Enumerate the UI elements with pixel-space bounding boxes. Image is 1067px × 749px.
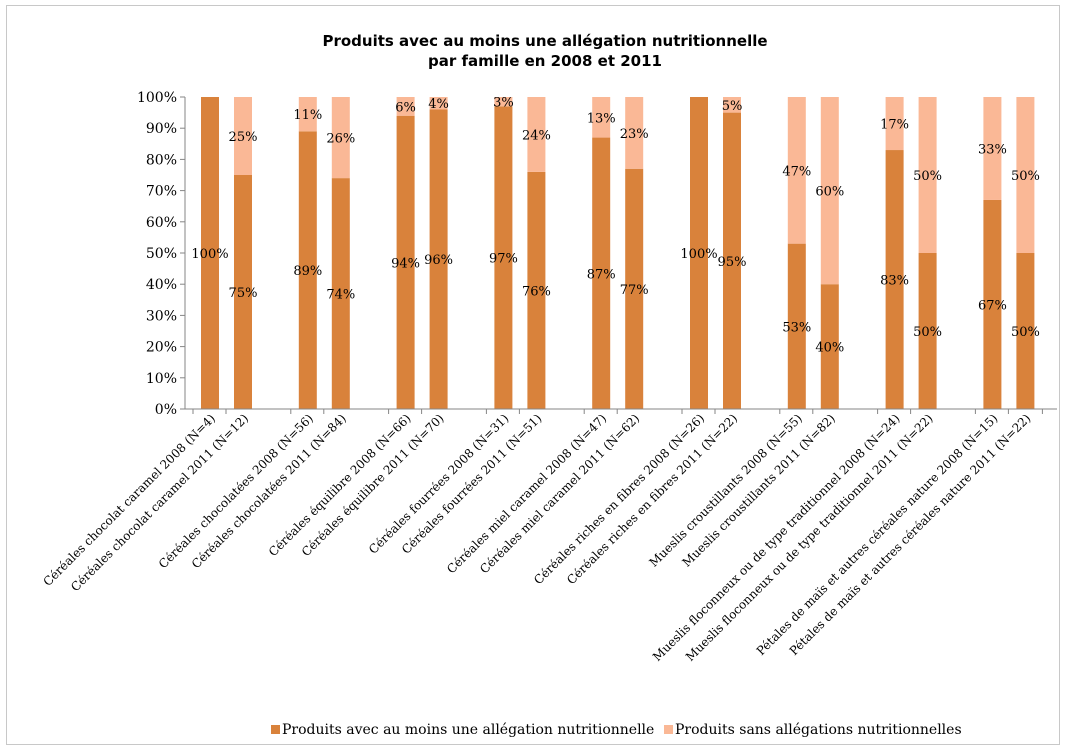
- y-tick-label: 60%: [146, 215, 177, 231]
- data-label-without-claim: 50%: [913, 169, 942, 184]
- bar-with-claim: [983, 199, 1002, 409]
- bar-with-claim: [787, 243, 806, 409]
- legend-swatch-with-claim: [271, 725, 280, 734]
- bar-without-claim: [527, 97, 546, 172]
- bar-without-claim: [983, 97, 1002, 200]
- data-label-with-claim: 67%: [978, 298, 1007, 313]
- data-label-without-claim: 23%: [620, 127, 649, 142]
- bar-without-claim: [298, 97, 317, 132]
- bar-with-claim: [298, 131, 317, 409]
- bar-with-claim: [723, 112, 741, 409]
- data-label-with-claim: 100%: [680, 247, 717, 262]
- y-tick-label: 30%: [146, 308, 177, 324]
- y-tick-label: 50%: [146, 246, 177, 262]
- data-label-with-claim: 74%: [326, 288, 355, 303]
- data-label-without-claim: 5%: [722, 99, 743, 114]
- bar-with-claim: [234, 175, 252, 409]
- y-tick-label: 70%: [146, 184, 177, 200]
- bar-without-claim: [723, 97, 741, 113]
- chart-title-line2: par famille en 2008 et 2011: [428, 52, 662, 70]
- bar-without-claim: [234, 97, 252, 175]
- data-label-without-claim: 4%: [428, 97, 449, 112]
- bar-without-claim: [592, 97, 611, 138]
- bar-with-claim: [820, 284, 839, 409]
- y-axis: 0% 10% 20% 30% 40% 50% 60% 70% 80% 90% 100%: [137, 90, 186, 418]
- x-category-label: Pétales de maïs et autres céréales natur…: [787, 411, 1034, 658]
- data-label-without-claim: 13%: [587, 111, 616, 126]
- data-label-with-claim: 76%: [522, 284, 551, 299]
- legend-label-without-claim: Produits sans allégations nutritionnelle…: [675, 722, 962, 738]
- data-label-without-claim: 33%: [978, 142, 1007, 157]
- y-tick-label: 0%: [155, 402, 177, 418]
- legend: Produits avec au moins une allégation nu…: [271, 722, 962, 738]
- bar-with-claim: [592, 137, 611, 409]
- bar-with-claim: [625, 168, 644, 409]
- data-label-with-claim: 97%: [489, 252, 518, 267]
- y-tick-label: 90%: [146, 121, 177, 137]
- bar-without-claim: [787, 97, 806, 244]
- data-label-without-claim: 60%: [815, 185, 844, 200]
- bar-with-claim: [429, 109, 448, 409]
- bar-without-claim: [820, 97, 839, 285]
- y-tick-label: 20%: [146, 340, 177, 356]
- bar-without-claim: [494, 97, 513, 107]
- y-tick-label: 10%: [146, 371, 177, 387]
- y-tick-label: 40%: [146, 277, 177, 293]
- bar-with-claim: [396, 115, 415, 409]
- data-label-with-claim: 89%: [293, 264, 322, 279]
- bar-with-claim: [690, 97, 708, 409]
- bar-without-claim: [396, 97, 415, 116]
- data-label-without-claim: 24%: [522, 128, 551, 143]
- data-label-without-claim: 17%: [880, 118, 909, 133]
- bar-without-claim: [429, 97, 448, 110]
- data-label-with-claim: 87%: [587, 267, 616, 282]
- data-label-with-claim: 40%: [815, 341, 844, 356]
- data-label-without-claim: 26%: [326, 132, 355, 147]
- bar-with-claim: [527, 171, 546, 409]
- data-label-with-claim: 53%: [782, 320, 811, 335]
- data-label-without-claim: 47%: [782, 164, 811, 179]
- bar-without-claim: [331, 97, 350, 179]
- data-label-with-claim: 50%: [1011, 325, 1040, 340]
- data-label-with-claim: 75%: [229, 286, 258, 301]
- bar-without-claim: [918, 97, 937, 253]
- data-label-with-claim: 77%: [620, 283, 649, 298]
- data-label-without-claim: 25%: [229, 130, 258, 145]
- y-tick-label: 80%: [146, 152, 177, 168]
- bar-with-claim: [201, 97, 219, 409]
- legend-swatch-without-claim: [664, 725, 673, 734]
- x-axis: Céréales chocolat caramel 2008 (N=4)Céré…: [40, 408, 1057, 664]
- data-label-with-claim: 100%: [191, 247, 228, 262]
- data-label-with-claim: 96%: [424, 253, 453, 268]
- chart-title-line1: Produits avec au moins une allégation nu…: [322, 32, 767, 50]
- data-label-with-claim: 94%: [391, 256, 420, 271]
- bar-with-claim: [494, 106, 513, 410]
- y-tick-label: 100%: [137, 90, 177, 106]
- data-label-with-claim: 95%: [718, 255, 747, 270]
- data-label-without-claim: 3%: [493, 96, 514, 111]
- bar-with-claim: [331, 178, 350, 409]
- data-label-without-claim: 11%: [293, 108, 322, 123]
- bars-group: 100% 75% 25% 89% 11% 74% 26% 94% 6% 96% 4% 97% 3% 76%…: [191, 96, 1040, 410]
- bar-without-claim: [885, 97, 904, 151]
- data-label-without-claim: 6%: [395, 100, 416, 115]
- bar-without-claim: [1016, 97, 1035, 253]
- data-label-without-claim: 50%: [1011, 169, 1040, 184]
- data-label-with-claim: 83%: [880, 274, 909, 289]
- chart-frame: [6, 5, 1060, 745]
- legend-label-with-claim: Produits avec au moins une allégation nu…: [282, 722, 654, 738]
- bar-with-claim: [885, 150, 904, 410]
- bar-with-claim: [918, 253, 937, 409]
- bar-with-claim: [1016, 253, 1035, 409]
- bar-without-claim: [625, 97, 644, 169]
- data-label-with-claim: 50%: [913, 325, 942, 340]
